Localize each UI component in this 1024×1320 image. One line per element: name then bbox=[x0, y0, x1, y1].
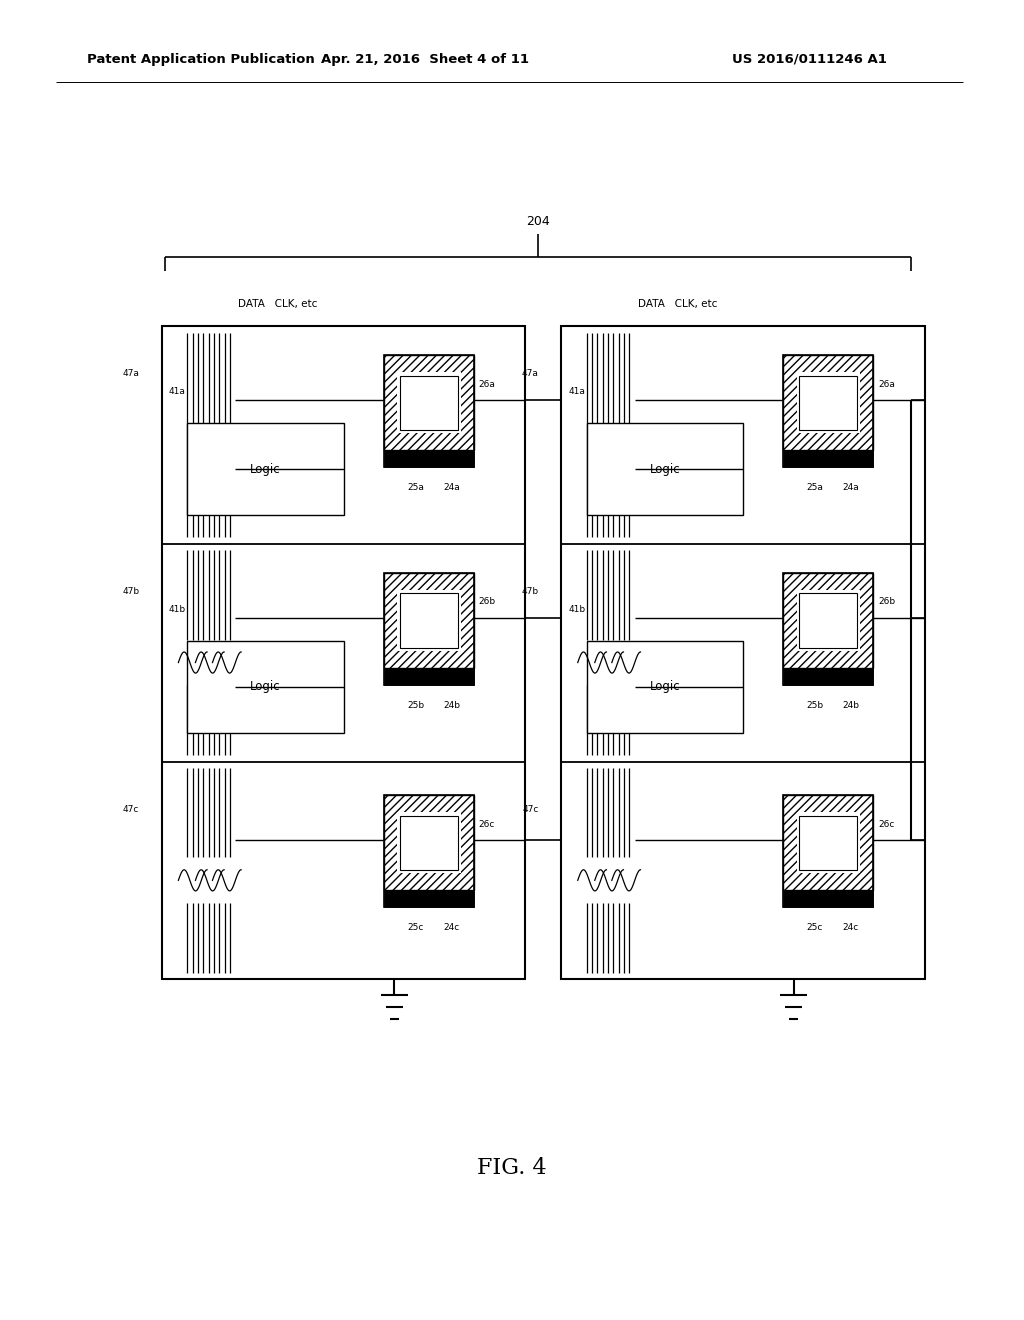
Bar bbox=[162, 326, 525, 979]
Text: DATA   CLK, etc: DATA CLK, etc bbox=[638, 298, 717, 309]
Bar bbox=[400, 376, 458, 430]
Text: Logic: Logic bbox=[250, 462, 281, 475]
Bar bbox=[783, 573, 873, 668]
Text: 24a: 24a bbox=[443, 483, 460, 492]
Text: 47a: 47a bbox=[123, 370, 139, 379]
Bar bbox=[587, 424, 743, 515]
Text: 24a: 24a bbox=[843, 483, 859, 492]
Bar bbox=[384, 450, 474, 467]
Bar bbox=[384, 795, 474, 907]
Bar bbox=[797, 372, 860, 433]
Text: 47b: 47b bbox=[122, 587, 139, 597]
Text: DATA   CLK, etc: DATA CLK, etc bbox=[239, 298, 317, 309]
Bar bbox=[783, 355, 873, 450]
Bar bbox=[384, 355, 474, 467]
Text: 26b: 26b bbox=[478, 598, 496, 606]
Bar bbox=[783, 573, 873, 685]
Text: 24b: 24b bbox=[443, 701, 460, 710]
Text: 47c: 47c bbox=[123, 805, 139, 814]
Bar bbox=[783, 355, 873, 467]
Bar bbox=[800, 816, 857, 870]
Text: FIG. 4: FIG. 4 bbox=[477, 1158, 547, 1179]
Bar bbox=[397, 590, 461, 651]
Bar bbox=[587, 642, 743, 733]
Text: 25c: 25c bbox=[807, 923, 823, 932]
Text: 25a: 25a bbox=[806, 483, 823, 492]
Bar bbox=[397, 812, 461, 873]
Bar bbox=[384, 573, 474, 685]
Bar bbox=[384, 668, 474, 685]
Text: 24c: 24c bbox=[843, 923, 859, 932]
Bar bbox=[783, 668, 873, 685]
Text: 26a: 26a bbox=[878, 380, 895, 388]
Text: 26b: 26b bbox=[878, 598, 895, 606]
Text: 26a: 26a bbox=[478, 380, 496, 388]
Text: 25a: 25a bbox=[407, 483, 424, 492]
Text: 25b: 25b bbox=[806, 701, 823, 710]
Text: 41a: 41a bbox=[169, 387, 185, 396]
Bar bbox=[187, 424, 344, 515]
Text: 25c: 25c bbox=[408, 923, 424, 932]
Bar bbox=[797, 590, 860, 651]
Bar bbox=[561, 326, 925, 979]
Text: 26c: 26c bbox=[478, 820, 495, 829]
Bar bbox=[797, 812, 860, 873]
Text: Logic: Logic bbox=[649, 462, 680, 475]
Bar bbox=[783, 795, 873, 890]
Bar bbox=[397, 372, 461, 433]
Text: 41b: 41b bbox=[169, 605, 186, 614]
Text: 41b: 41b bbox=[568, 605, 586, 614]
Text: Patent Application Publication: Patent Application Publication bbox=[87, 53, 314, 66]
Bar bbox=[783, 450, 873, 467]
Text: 25b: 25b bbox=[407, 701, 424, 710]
Text: 41a: 41a bbox=[568, 387, 585, 396]
Text: Apr. 21, 2016  Sheet 4 of 11: Apr. 21, 2016 Sheet 4 of 11 bbox=[321, 53, 529, 66]
Bar bbox=[800, 594, 857, 648]
Bar bbox=[400, 816, 458, 870]
Bar bbox=[800, 376, 857, 430]
Bar bbox=[400, 594, 458, 648]
Text: 24c: 24c bbox=[443, 923, 460, 932]
Bar bbox=[187, 642, 344, 733]
Text: US 2016/0111246 A1: US 2016/0111246 A1 bbox=[731, 53, 887, 66]
Bar bbox=[384, 890, 474, 907]
Text: Logic: Logic bbox=[250, 680, 281, 693]
Text: Logic: Logic bbox=[649, 680, 680, 693]
Text: 47a: 47a bbox=[522, 370, 539, 379]
Bar bbox=[384, 795, 474, 890]
Text: 26c: 26c bbox=[878, 820, 894, 829]
Bar bbox=[783, 890, 873, 907]
Text: 47b: 47b bbox=[521, 587, 539, 597]
Bar bbox=[783, 795, 873, 907]
Bar bbox=[384, 355, 474, 450]
Text: 204: 204 bbox=[526, 215, 550, 228]
Text: 24b: 24b bbox=[843, 701, 859, 710]
Bar bbox=[384, 573, 474, 668]
Text: 47c: 47c bbox=[522, 805, 539, 814]
